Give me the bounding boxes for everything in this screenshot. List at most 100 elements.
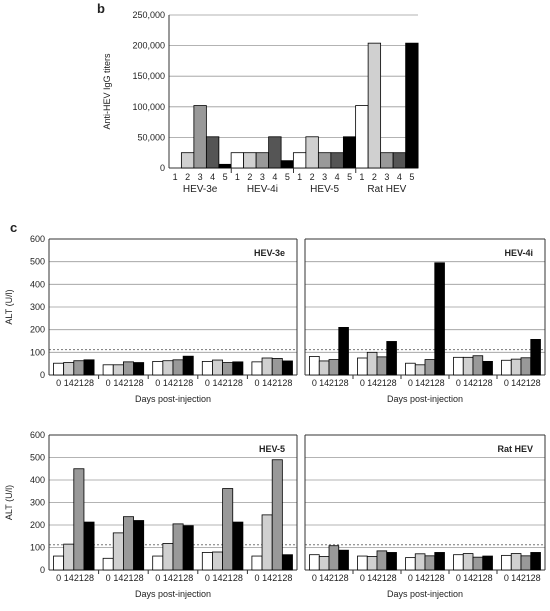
alt-x-tick: 0 — [360, 378, 365, 388]
alt-x-tick: 0 — [312, 573, 317, 583]
alt-x-tick: 14 — [213, 573, 223, 583]
alt-x-tick: 21 — [473, 378, 483, 388]
panel-c-label: c — [10, 220, 17, 235]
titer-bar — [292, 152, 307, 169]
titer-y-label: Anti-HEV IgG titers — [102, 53, 112, 130]
titer-x-tick: 5 — [347, 172, 352, 182]
alt-x-tick: 0 — [56, 573, 61, 583]
alt-y-tick: 200 — [30, 325, 45, 335]
alt-bar — [357, 555, 368, 571]
alt-bar — [501, 554, 512, 571]
titer-x-tick: 1 — [235, 172, 240, 182]
alt-bar — [414, 364, 426, 376]
alt-x-tick: 21 — [173, 378, 183, 388]
alt-bar — [434, 552, 445, 571]
alt-x-tick: 0 — [456, 573, 461, 583]
titer-x-tick: 2 — [247, 172, 252, 182]
alt-bar — [453, 356, 464, 376]
alt-bar — [366, 556, 378, 571]
alt-x-tick: 28 — [387, 573, 397, 583]
alt-bar — [453, 554, 464, 571]
alt-bar — [73, 468, 85, 571]
alt-bar — [201, 360, 213, 376]
alt-x-tick: 21 — [521, 573, 531, 583]
titer-bar — [180, 152, 195, 169]
alt-bar — [482, 360, 493, 376]
titer-x-tick: 2 — [185, 172, 190, 182]
alt-y-label: ALT (U/l) — [4, 485, 14, 520]
alt-x-tick: 21 — [173, 573, 183, 583]
alt-bar — [102, 364, 114, 376]
alt-bar — [261, 514, 273, 571]
alt-x-tick: 21 — [521, 378, 531, 388]
alt-x-tick: 21 — [377, 378, 387, 388]
alt-bar — [112, 532, 124, 571]
alt-x-tick: 28 — [531, 378, 541, 388]
titer-bar — [367, 42, 382, 169]
alt-x-tick: 28 — [282, 573, 292, 583]
alt-x-tick: 14 — [64, 573, 74, 583]
alt-y-tick: 100 — [30, 347, 45, 357]
alt-x-tick: 14 — [262, 573, 272, 583]
titer-x-tick: 5 — [223, 172, 228, 182]
alt-x-tick: 21 — [223, 573, 233, 583]
titer-bar — [230, 152, 245, 169]
alt-bar — [261, 357, 273, 376]
alt-bar — [53, 555, 65, 571]
alt-x-tick: 0 — [106, 573, 111, 583]
alt-bar — [328, 359, 340, 376]
alt-bar — [434, 262, 445, 376]
alt-bar — [472, 355, 484, 376]
alt-bar — [63, 543, 75, 571]
alt-bar — [112, 364, 124, 376]
alt-x-tick: 0 — [205, 378, 210, 388]
alt-y-label: ALT (U/l) — [4, 289, 14, 324]
alt-x-tick: 21 — [123, 573, 133, 583]
alt-x-tick: 21 — [74, 573, 84, 583]
alt-x-tick: 0 — [155, 573, 160, 583]
alt-bar — [73, 360, 85, 376]
alt-y-tick: 600 — [30, 430, 45, 440]
alt-bar — [318, 556, 330, 571]
alt-x-tick: 28 — [233, 573, 243, 583]
alt-bar — [386, 552, 397, 571]
titer-bar — [243, 152, 257, 169]
alt-x-tick: 14 — [367, 573, 377, 583]
alt-bar — [309, 554, 320, 571]
alt-x-tick: 14 — [367, 378, 377, 388]
alt-x-tick: 0 — [408, 573, 413, 583]
titer-x-tick: 5 — [409, 172, 414, 182]
alt-x-tick: 21 — [473, 573, 483, 583]
alt-y-tick: 400 — [30, 279, 45, 289]
titer-group-label: Rat HEV — [367, 184, 406, 195]
titer-x-tick: 3 — [384, 172, 389, 182]
titer-bar — [280, 160, 295, 169]
alt-x-tick: 14 — [319, 573, 329, 583]
alt-bar — [424, 359, 436, 376]
alt-x-label: Days post-injection — [387, 589, 463, 599]
alt-bar — [83, 521, 95, 571]
titer-x-tick: 1 — [173, 172, 178, 182]
titer-x-tick: 3 — [260, 172, 265, 182]
alt-y-tick: 0 — [40, 565, 45, 575]
alt-x-tick: 0 — [504, 378, 509, 388]
titer-bar — [342, 136, 357, 169]
alt-x-tick: 0 — [56, 378, 61, 388]
alt-bar — [152, 360, 164, 376]
alt-bar — [501, 359, 512, 376]
alt-x-tick: 14 — [163, 378, 173, 388]
titer-y-tick: 100,000 — [132, 102, 165, 112]
titer-bar — [268, 136, 282, 169]
alt-bar — [182, 355, 194, 376]
titer-y-tick: 0 — [160, 163, 165, 173]
titer-x-tick: 4 — [335, 172, 340, 182]
alt-x-tick: 0 — [360, 573, 365, 583]
alt-bar — [251, 555, 263, 571]
alt-x-tick: 0 — [155, 378, 160, 388]
alt-x-tick: 21 — [425, 378, 435, 388]
titer-x-tick: 3 — [322, 172, 327, 182]
titer-bar — [193, 105, 207, 169]
alt-x-tick: 14 — [463, 573, 473, 583]
alt-bar — [102, 557, 114, 571]
titer-x-tick: 1 — [297, 172, 302, 182]
